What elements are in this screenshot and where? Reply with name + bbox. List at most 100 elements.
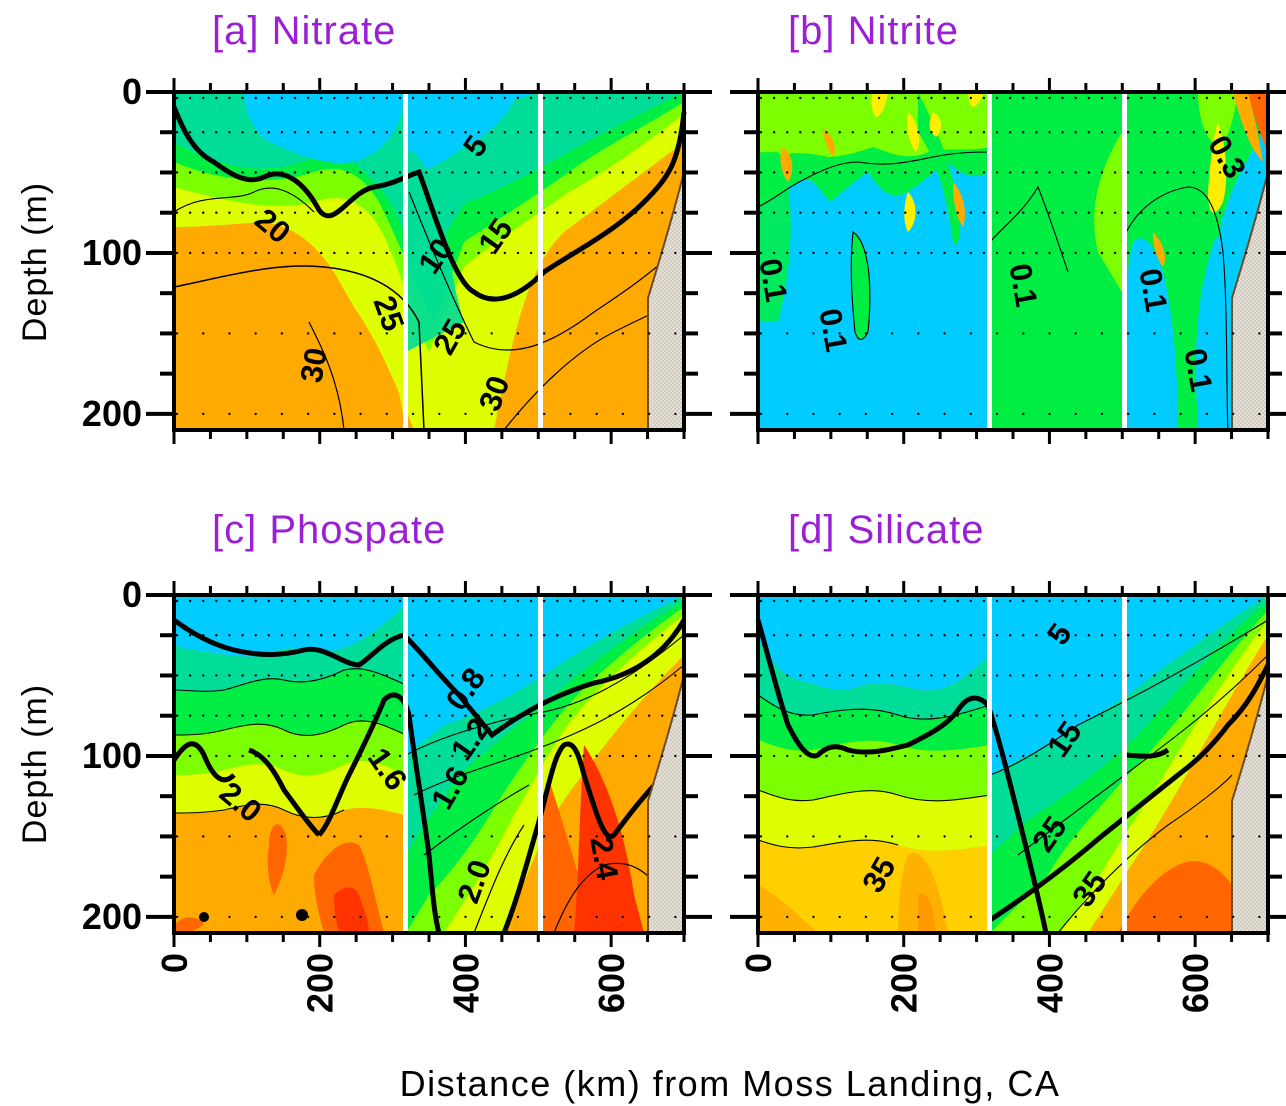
sample-dot (1140, 754, 1143, 758)
sample-dot (333, 412, 336, 416)
sample-dot (464, 251, 467, 255)
sample-dot (569, 96, 572, 100)
sample-dot (411, 332, 415, 335)
sample-dot (930, 754, 933, 758)
sample-dot (280, 171, 284, 174)
sample-dot (215, 599, 218, 603)
sample-dot (595, 251, 598, 255)
sample-dot (202, 915, 205, 919)
sample-dot (582, 714, 585, 717)
sample-dot (904, 131, 907, 134)
sample-dot (647, 915, 651, 919)
sample-dot (306, 171, 310, 174)
sample-dot (838, 412, 841, 416)
sample-dot (346, 634, 349, 637)
sample-dot (904, 251, 907, 255)
sample-dot (556, 171, 559, 174)
sample-dot (621, 599, 625, 603)
sample-dot (333, 171, 336, 174)
sample-dot (438, 634, 441, 637)
sample-dot (516, 96, 520, 100)
sample-dot (529, 96, 533, 100)
sample-dot (1205, 915, 1209, 919)
sample-dot (1245, 634, 1248, 637)
sample-dot (890, 171, 894, 174)
sample-dot (661, 171, 664, 174)
sample-dot (333, 131, 336, 134)
sample-dot (1231, 674, 1235, 677)
sample-dot (569, 171, 572, 174)
sample-dot (306, 674, 310, 677)
sample-dot (1153, 634, 1156, 637)
sample-dot (359, 599, 362, 603)
sample-dot (1258, 131, 1261, 134)
sample-dot (398, 171, 402, 174)
sample-dot (543, 332, 546, 335)
sample-dot (464, 412, 467, 416)
sample-dot (359, 96, 362, 100)
sample-dot (772, 754, 776, 758)
sample-dot (293, 251, 297, 255)
sample-dot (1100, 412, 1104, 416)
sample-dot (1008, 251, 1012, 255)
sample-dot (786, 915, 789, 919)
sample-dot (306, 96, 310, 100)
sample-dot (1061, 96, 1064, 100)
sample-dot (569, 332, 572, 335)
sample-dot (516, 599, 520, 603)
sample-dot (995, 754, 999, 758)
sample-dot (1074, 251, 1077, 255)
sample-dot (1100, 915, 1104, 919)
y-tick-label: 0 (122, 574, 142, 615)
contour-label: 0.1 (1177, 346, 1219, 395)
sample-dot (306, 131, 310, 134)
sample-dot (1258, 96, 1261, 100)
sample-dot (451, 714, 454, 717)
sample-dot (1087, 674, 1091, 677)
sample-dot (1205, 131, 1209, 134)
x-tick-label: 200 (300, 953, 341, 1013)
sample-dot (438, 599, 441, 603)
sample-dot (647, 674, 651, 677)
sample-dot (1048, 96, 1051, 100)
sample-dot (215, 131, 218, 134)
sample-dot (424, 251, 428, 255)
sample-dot (1166, 171, 1169, 174)
sample-dot (621, 251, 625, 255)
sample-dot (1231, 634, 1235, 637)
sample-dot (267, 171, 270, 174)
sample-dot (608, 171, 611, 174)
sample-dot (759, 171, 763, 174)
sample-dot (982, 714, 986, 717)
sample-dot (661, 754, 664, 758)
sample-dot (503, 599, 507, 603)
sample-dot (372, 211, 375, 214)
sample-dot (1035, 211, 1038, 214)
sample-dot (372, 599, 375, 603)
sample-dot (202, 96, 205, 100)
sample-dot (982, 96, 986, 100)
sample-dot (333, 599, 336, 603)
sample-dot (529, 674, 533, 677)
sample-dot (608, 251, 611, 255)
sample-dot (1205, 599, 1209, 603)
sample-dot (799, 754, 802, 758)
sample-dot (411, 251, 415, 255)
sample-dot (333, 674, 336, 677)
sample-dot (188, 674, 192, 677)
sample-dot (1231, 251, 1235, 255)
sample-dot (175, 754, 179, 758)
sample-dot (424, 96, 428, 100)
sample-dot (851, 96, 854, 100)
sample-dot (451, 131, 454, 134)
sample-dot (1153, 171, 1156, 174)
sample-dot (1192, 131, 1195, 134)
sample-dot (1022, 915, 1025, 919)
sample-dot (851, 131, 854, 134)
sample-dot (1179, 412, 1182, 416)
sample-dot (1008, 96, 1012, 100)
sample-dot (267, 714, 270, 717)
sample-dot (1113, 599, 1117, 603)
sample-dot (890, 835, 894, 838)
sample-dot (917, 754, 920, 758)
